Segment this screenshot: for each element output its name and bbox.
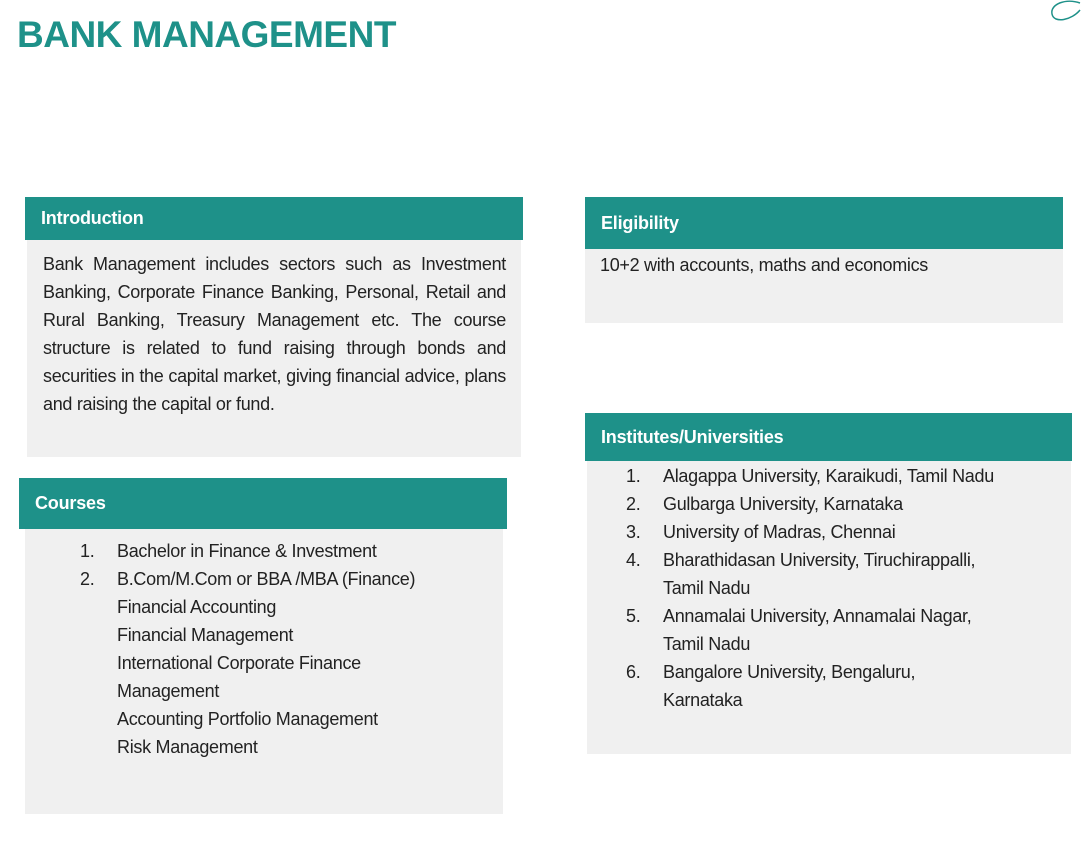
institutes-list-item: 5. Annamalai University, Annamalai Nagar,… (626, 602, 1071, 658)
list-item-line: Alagappa University, Karaikudi, Tamil Na… (663, 466, 994, 486)
list-item-line: Tamil Nadu (663, 634, 751, 654)
list-item-line: Karnataka (663, 690, 743, 710)
list-item-line: Financial Management (117, 625, 294, 645)
list-item-line: Management (117, 681, 220, 701)
list-number: 1. (80, 541, 95, 561)
institutes-list-item: 6. Bangalore University, Bengaluru, Karnat… (626, 658, 1071, 714)
list-number: 2. (80, 569, 95, 589)
eligibility-heading: Eligibility (585, 197, 1063, 249)
list-number: 2. (626, 494, 641, 514)
courses-panel: 1. Bachelor in Finance & Investment 2. B.Co… (25, 529, 503, 814)
list-item-line: Risk Management (117, 737, 258, 757)
courses-list-item: 1. Bachelor in Finance & Investment (80, 537, 503, 565)
introduction-text: Bank Management includes sectors such as… (43, 254, 506, 414)
courses-heading: Courses (19, 478, 507, 529)
institutes-list: 1. Alagappa University, Karaikudi, Tamil … (626, 462, 1071, 714)
list-item-line: B.Com/M.Com or BBA /MBA (Finance) (117, 569, 416, 589)
list-item-line: Bharathidasan University, Tiruchirappall… (663, 550, 976, 570)
list-number: 6. (626, 662, 641, 682)
list-item-line: Financial Accounting (117, 597, 277, 617)
list-item-line: University of Madras, Chennai (663, 522, 896, 542)
list-number: 5. (626, 606, 641, 626)
courses-list: 1. Bachelor in Finance & Investment 2. B.Co… (80, 537, 503, 761)
institutes-list-item: 1. Alagappa University, Karaikudi, Tamil … (626, 462, 1071, 490)
list-item-line: Annamalai University, Annamalai Nagar, (663, 606, 972, 626)
list-number: 1. (626, 466, 641, 486)
list-item-line: Bangalore University, Bengaluru, (663, 662, 916, 682)
institutes-heading: Institutes/Universities (585, 413, 1072, 461)
page-title: BANK MANAGEMENT (17, 14, 396, 55)
introduction-heading: Introduction (25, 197, 523, 240)
list-item-line: Gulbarga University, Karnataka (663, 494, 903, 514)
eligibility-text: 10+2 with accounts, maths and economics (600, 255, 928, 275)
list-item-line: Bachelor in Finance & Investment (117, 541, 377, 561)
list-number: 4. (626, 550, 641, 570)
institutes-list-item: 2. Gulbarga University, Karnataka (626, 490, 1071, 518)
list-item-line: International Corporate Finance (117, 653, 361, 673)
list-number: 3. (626, 522, 641, 542)
institutes-list-item: 4. Bharathidasan University, Tiruchirappa… (626, 546, 1071, 602)
introduction-panel: Bank Management includes sectors such as… (27, 240, 521, 457)
list-item-line: Tamil Nadu (663, 578, 751, 598)
eligibility-panel: 10+2 with accounts, maths and economics (585, 249, 1063, 323)
institutes-panel: 1. Alagappa University, Karaikudi, Tamil … (587, 461, 1071, 754)
decorative-swirl-icon (1051, 0, 1081, 21)
institutes-list-item: 3. University of Madras, Chennai (626, 518, 1071, 546)
list-item-line: Accounting Portfolio Management (117, 709, 378, 729)
courses-list-item: 2. B.Com/M.Com or BBA /MBA (Finance) Finan… (80, 565, 503, 761)
